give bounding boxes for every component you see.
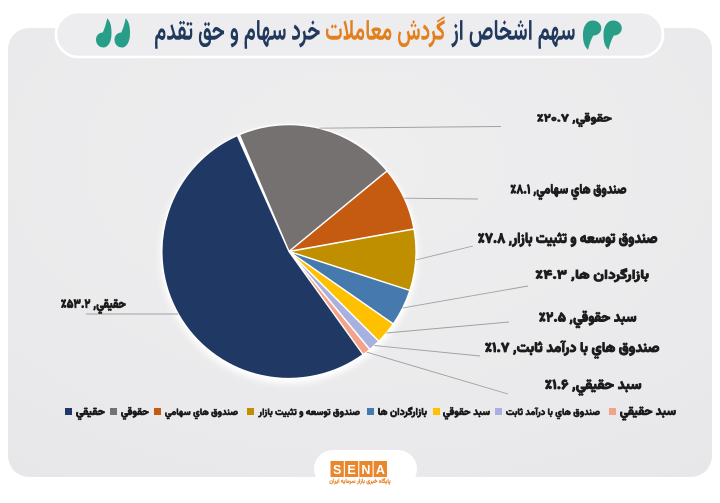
- svg-text:S: S: [333, 463, 341, 477]
- svg-text:A: A: [376, 463, 385, 477]
- svg-text:N: N: [361, 463, 370, 477]
- svg-text:E: E: [347, 463, 355, 477]
